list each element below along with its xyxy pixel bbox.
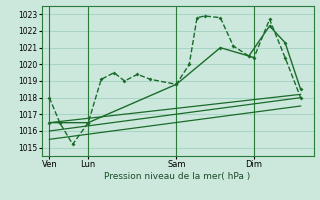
X-axis label: Pression niveau de la mer( hPa ): Pression niveau de la mer( hPa ): [104, 172, 251, 181]
